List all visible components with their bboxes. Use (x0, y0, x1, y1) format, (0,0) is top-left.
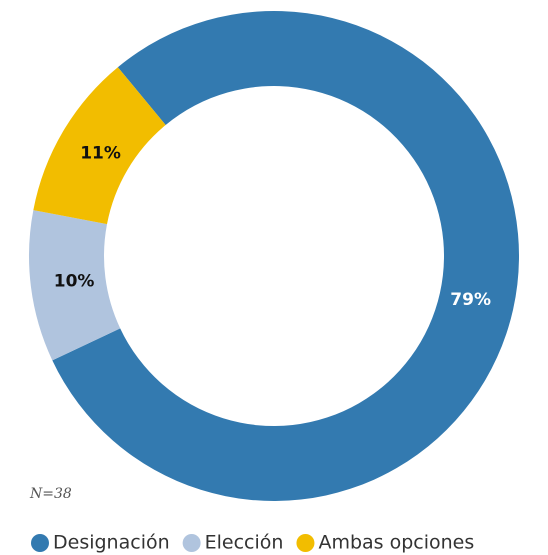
value-label: 11% (80, 143, 121, 163)
legend-swatch (182, 534, 201, 552)
slice (52, 10, 520, 502)
slice (33, 67, 166, 225)
slice (29, 210, 121, 361)
legend-label: Elección (205, 532, 284, 554)
legend-swatch (31, 534, 49, 552)
legend-swatch (296, 534, 315, 552)
value-label: 10% (54, 271, 95, 291)
value-label: 79% (450, 290, 491, 310)
legend-label: Designación (53, 532, 170, 554)
annotation: N=38 (29, 486, 72, 502)
legend-label: Ambas opciones (318, 532, 474, 554)
